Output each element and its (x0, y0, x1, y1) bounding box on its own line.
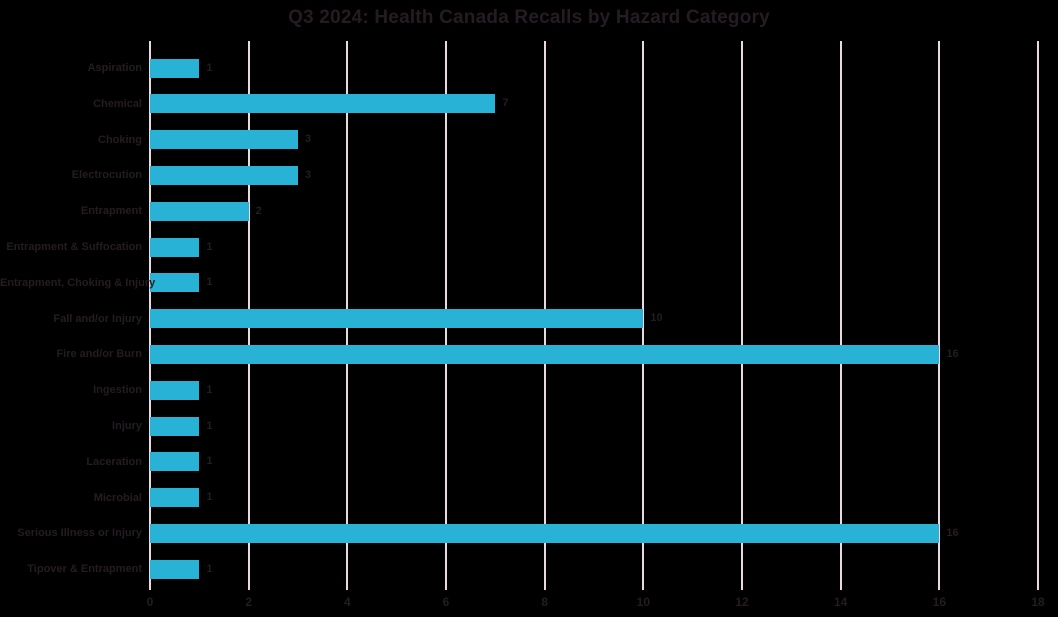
gridline-x-16 (938, 41, 941, 590)
x-tick-label-12: 12 (735, 595, 749, 609)
gridline-x-14 (839, 41, 842, 590)
bar-13 (150, 523, 940, 543)
category-label-2: Choking (98, 133, 142, 146)
bar-10 (150, 416, 200, 436)
x-tick-label-0: 0 (146, 595, 154, 609)
category-label-5: Entrapment & Suffocation (6, 241, 142, 253)
category-label-3: Electrocution (71, 169, 142, 182)
value-label-5: 1 (206, 240, 213, 253)
category-label-1: Chemical (93, 97, 142, 110)
x-tick-label-2: 2 (245, 595, 252, 609)
x-tick-label-18: 18 (1031, 595, 1045, 609)
category-label-0: Aspiration (87, 62, 142, 74)
bar-12 (150, 488, 200, 508)
value-label-0: 1 (206, 61, 213, 74)
value-label-2: 3 (305, 133, 312, 146)
category-label-9: Ingestion (93, 384, 142, 397)
value-label-12: 1 (206, 491, 213, 504)
bar-6 (150, 273, 200, 293)
value-label-14: 1 (206, 562, 213, 575)
value-label-3: 3 (305, 168, 312, 181)
bar-0 (150, 58, 200, 78)
gridline-x-12 (741, 41, 743, 590)
category-label-11: Laceration (86, 455, 142, 468)
bar-11 (150, 452, 200, 472)
x-tick-label-4: 4 (343, 595, 351, 609)
bar-5 (150, 237, 200, 257)
category-label-10: Injury (112, 420, 142, 432)
category-label-6: Entrapment, Choking & Injury (0, 276, 156, 289)
value-label-10: 1 (206, 419, 213, 432)
value-label-13: 16 (946, 526, 959, 539)
value-label-4: 2 (255, 204, 262, 217)
value-label-7: 10 (650, 312, 663, 325)
bar-4 (150, 201, 249, 221)
category-label-12: Microbial (93, 491, 142, 504)
x-tick-label-10: 10 (636, 595, 650, 609)
bar-3 (150, 165, 298, 185)
bar-9 (150, 380, 200, 400)
x-tick-label-14: 14 (833, 595, 848, 609)
plot-area: 1 7 3 3 2 1 1 10 16 1 1 1 1 16 1 (149, 41, 1039, 590)
value-label-11: 1 (206, 455, 213, 468)
category-label-4: Entrapment (80, 205, 142, 218)
category-label-8: Fire and/or Burn (56, 348, 142, 361)
bar-1 (150, 94, 496, 114)
x-tick-label-6: 6 (442, 595, 450, 609)
gridline-x-10 (642, 41, 645, 590)
x-tick-label-8: 8 (541, 595, 548, 609)
bar-2 (150, 130, 298, 150)
value-label-9: 1 (206, 383, 213, 396)
chart-title: Q3 2024: Health Canada Recalls by Hazard… (288, 7, 770, 28)
bar-14 (150, 559, 200, 579)
bar-7 (150, 309, 644, 329)
value-label-8: 16 (946, 347, 959, 360)
category-label-13: Serious Illness or Injury (17, 527, 142, 540)
bar-8 (150, 344, 940, 364)
category-label-7: Fall and/or Injury (53, 312, 142, 325)
value-label-1: 7 (502, 97, 509, 110)
value-label-6: 1 (206, 276, 213, 289)
category-label-14: Tipover & Entrapment (27, 563, 142, 576)
gridline-x-18 (1037, 41, 1039, 590)
x-tick-label-16: 16 (932, 595, 946, 609)
